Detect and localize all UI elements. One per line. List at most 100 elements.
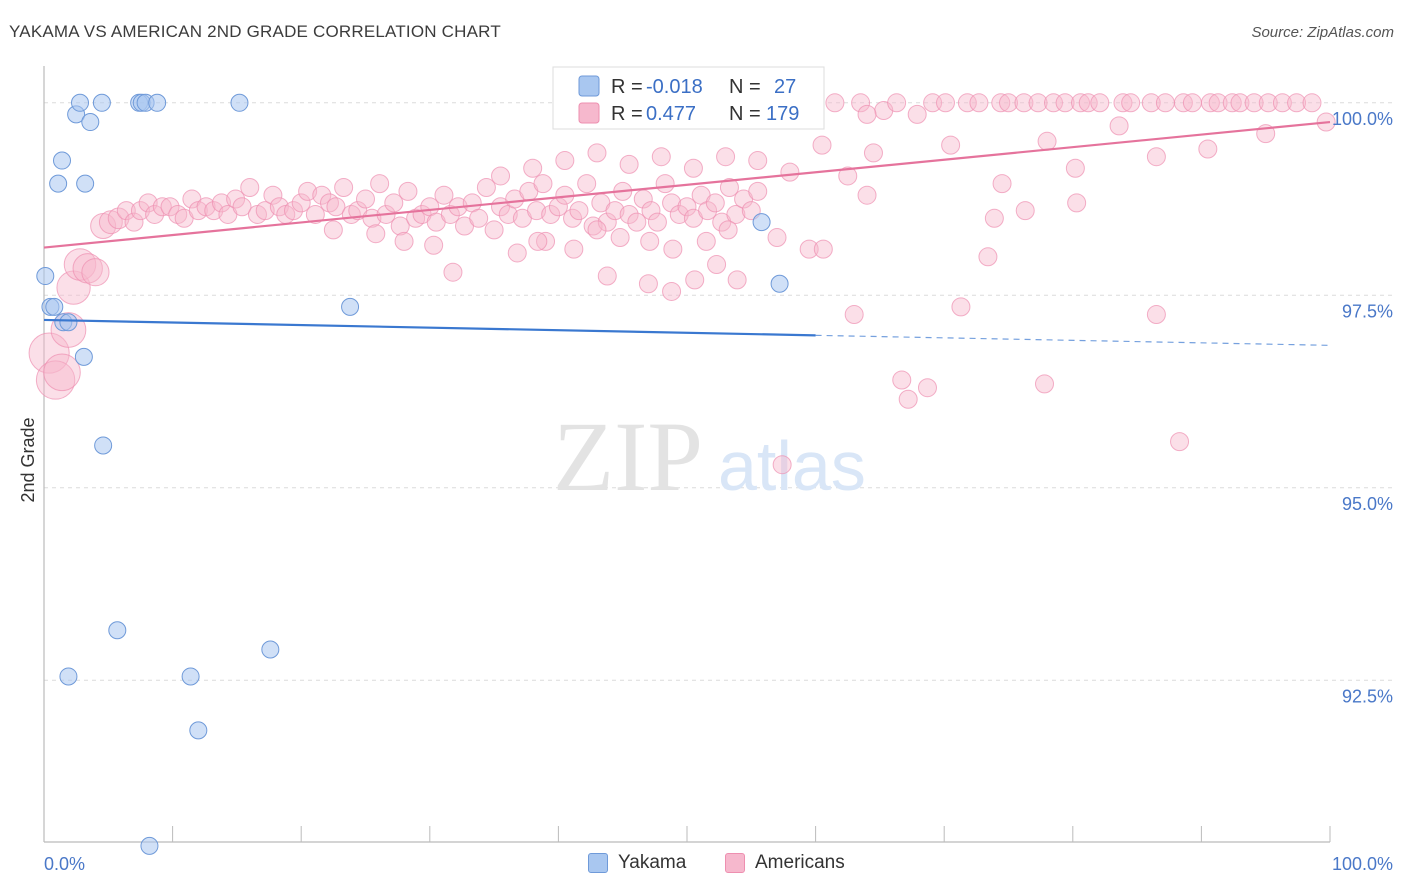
americans-point-31 [263, 185, 283, 205]
americans-point-186 [844, 305, 864, 325]
yakama-point-14 [108, 621, 127, 640]
americans-point-134 [851, 93, 871, 113]
source-credit: Source: ZipAtlas.com [1251, 24, 1394, 41]
axes [43, 66, 1331, 843]
americans-point-118 [587, 143, 607, 163]
americans-point-141 [969, 93, 989, 113]
americans-point-45 [362, 208, 382, 228]
stats-legend: R = -0.018 N = 27 R = 0.477 N = 179 [552, 66, 825, 130]
americans-point-37 [305, 204, 325, 224]
yakama-point-9 [71, 93, 90, 112]
americans-point-164 [1287, 93, 1307, 113]
americans-point-173 [1109, 116, 1129, 136]
americans-point-182 [685, 270, 705, 290]
americans-point-74 [569, 201, 589, 221]
americans-point-181 [662, 281, 682, 301]
yakama-point-25 [341, 297, 360, 316]
americans-point-10 [107, 207, 130, 230]
americans-point-82 [627, 212, 647, 232]
americans-point-60 [469, 208, 489, 228]
americans-point-109 [640, 231, 660, 251]
americans-point-195 [1067, 193, 1087, 213]
americans-point-137 [907, 104, 927, 124]
americans-point-158 [1208, 93, 1228, 113]
stats-r-value-americans: 0.477 [646, 103, 696, 125]
americans-point-28 [240, 178, 260, 197]
yakama-point-7 [59, 667, 78, 686]
americans-point-115 [491, 166, 511, 186]
americans-trend-line [43, 120, 1331, 249]
yakama-point-20 [181, 667, 200, 686]
americans-point-79 [605, 201, 625, 221]
americans-point-153 [1141, 93, 1161, 113]
legend-item-yakama[interactable]: Yakama [588, 852, 686, 874]
americans-point-62 [484, 220, 504, 240]
americans-point-192 [978, 247, 998, 267]
americans-point-121 [683, 158, 703, 178]
americans-point-35 [291, 193, 311, 213]
americans-point-122 [716, 147, 736, 167]
americans-point-111 [696, 231, 716, 251]
stats-r-value-yakama: -0.018 [646, 76, 703, 98]
stats-r-label-americans: R = [611, 103, 643, 125]
americans-point-143 [999, 93, 1018, 113]
yakama-point-12 [92, 93, 111, 112]
americans-point-46 [370, 174, 390, 194]
americans-point-106 [564, 239, 584, 259]
americans-point-24 [211, 193, 231, 213]
y-tick-labels: 100.0% 97.5% 95.0% 92.5% [1332, 109, 1393, 706]
americans-point-108 [610, 228, 630, 248]
americans-point-172 [1065, 158, 1085, 178]
americans-point-116 [523, 158, 543, 178]
americans-point-105 [536, 231, 556, 251]
x-tick-label-0: 0.0% [44, 854, 85, 874]
yakama-point-19 [148, 93, 167, 112]
americans-point-49 [390, 216, 410, 236]
americans-point-38 [312, 185, 332, 205]
americans-point-147 [1055, 93, 1075, 113]
americans-point-188 [892, 370, 912, 390]
y-tick-label-2: 95.0% [1342, 494, 1393, 514]
americans-point-68 [527, 201, 547, 221]
americans-point-162 [1258, 93, 1278, 113]
yakama-point-13 [94, 436, 113, 455]
americans-point-139 [935, 93, 955, 113]
americans-point-78 [597, 212, 617, 232]
americans-point-32 [269, 197, 289, 217]
americans-point-185 [813, 239, 833, 259]
americans-point-7 [81, 258, 110, 287]
americans-point-113 [767, 228, 787, 248]
americans-point-81 [619, 204, 639, 224]
americans-point-61 [476, 178, 496, 197]
americans-point-27 [232, 197, 252, 217]
americans-point-88 [669, 204, 689, 224]
americans-point-15 [145, 204, 165, 224]
americans-point-150 [1090, 93, 1110, 113]
americans-point-14 [138, 193, 158, 213]
americans-point-126 [838, 166, 858, 186]
americans-point-179 [597, 266, 617, 286]
americans-point-87 [662, 193, 682, 213]
yakama-point-0 [36, 267, 55, 286]
americans-point-161 [1244, 93, 1264, 113]
americans-point-159 [1222, 93, 1242, 113]
americans-point-191 [951, 297, 971, 317]
americans-point-148 [1071, 93, 1091, 113]
americans-point-171 [1037, 131, 1057, 151]
stats-n-value-americans: 179 [766, 103, 799, 125]
americans-point-117 [555, 151, 575, 171]
yakama-point-18 [140, 836, 159, 855]
yakama-point-3 [53, 151, 72, 170]
yakama-point-10 [76, 174, 95, 193]
americans-point-170 [1015, 201, 1035, 221]
yakama-point-24 [74, 347, 93, 366]
yakama-point-27 [770, 274, 789, 293]
americans-point-26 [226, 189, 246, 209]
americans-point-157 [1200, 93, 1220, 113]
legend-item-americans[interactable]: Americans [725, 852, 845, 874]
americans-points [28, 93, 1336, 475]
americans-point-84 [641, 201, 661, 221]
chart-title: YAKAMA VS AMERICAN 2ND GRADE CORRELATION… [9, 22, 501, 41]
watermark-atlas: atlas [718, 427, 866, 505]
americans-point-100 [323, 220, 343, 240]
